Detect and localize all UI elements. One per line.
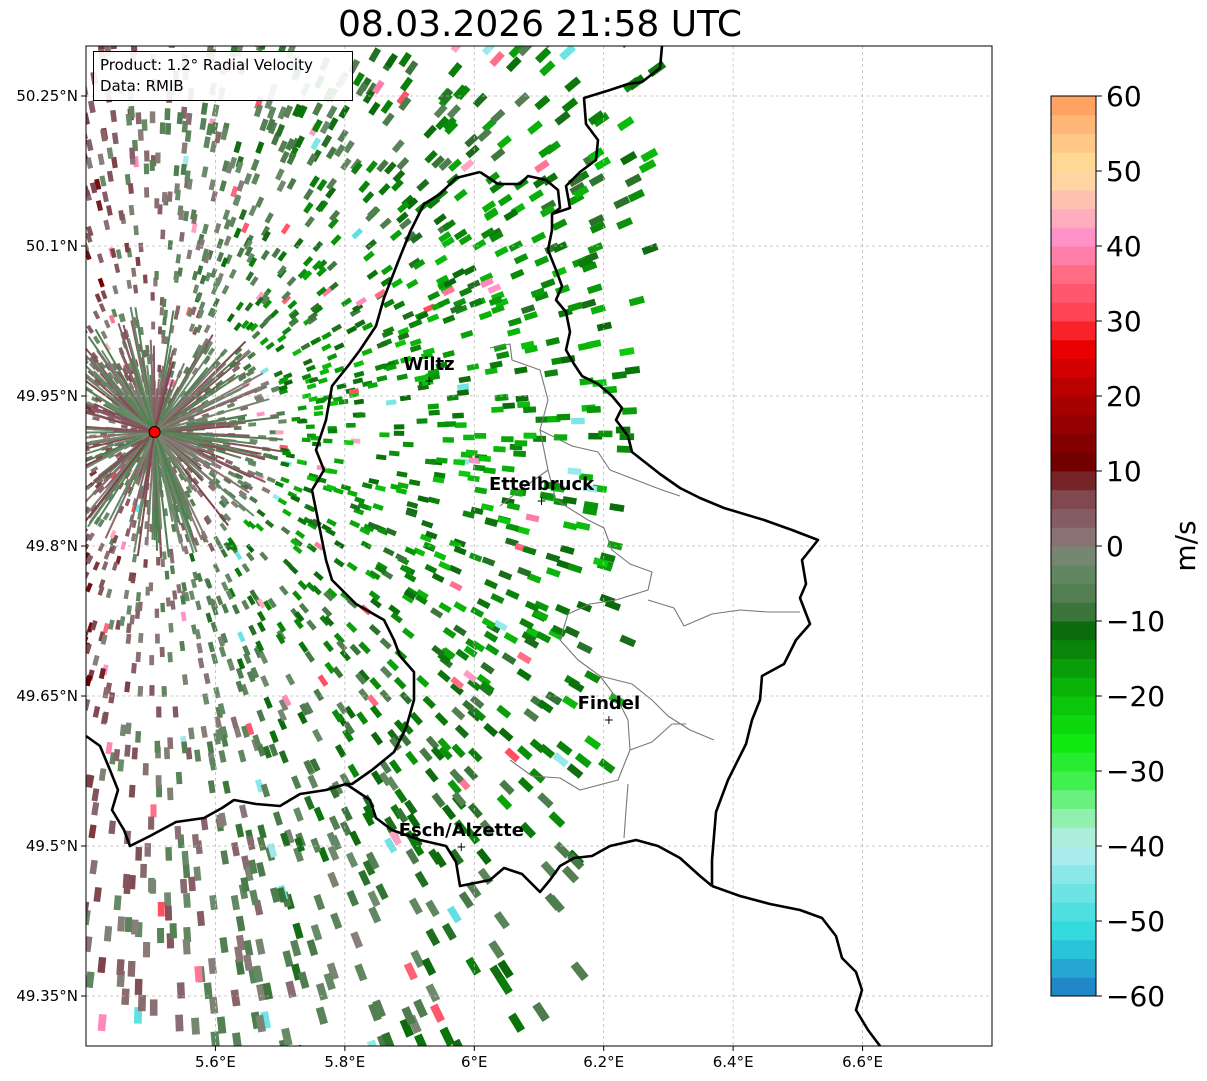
colorbar-segment xyxy=(1051,302,1096,322)
colorbar-segment xyxy=(1051,171,1096,191)
luxembourg-germany-border xyxy=(546,45,820,886)
colorbar-segment xyxy=(1051,377,1096,397)
lat-tick-label: 50.25°N xyxy=(16,87,78,105)
colorbar-tick-label: −10 xyxy=(1106,605,1165,638)
colorbar-segment xyxy=(1051,508,1096,528)
colorbar-tick-label: 50 xyxy=(1106,155,1142,188)
colorbar-segment xyxy=(1051,358,1096,378)
info-box: Product: 1.2° Radial Velocity Data: RMIB xyxy=(93,51,353,101)
colorbar-segment xyxy=(1051,864,1096,884)
colorbar-segments xyxy=(1051,96,1096,997)
colorbar-tick-label: 20 xyxy=(1106,380,1142,413)
colorbar-segment xyxy=(1051,189,1096,209)
city-label-findel: Findel xyxy=(578,693,641,714)
colorbar-tick-label: 10 xyxy=(1106,455,1142,488)
colorbar-tick-label: 60 xyxy=(1106,80,1142,113)
colorbar-segment xyxy=(1051,977,1096,997)
colorbar-segment xyxy=(1051,227,1096,247)
colorbar-tick-label: 40 xyxy=(1106,230,1142,263)
colorbar-segment xyxy=(1051,471,1096,491)
colorbar-segment xyxy=(1051,939,1096,959)
lat-tick-label: 49.65°N xyxy=(16,687,78,705)
lat-tick-label: 49.35°N xyxy=(16,987,78,1005)
lon-tick-label: 5.8°E xyxy=(324,1053,365,1071)
colorbar-segment xyxy=(1051,921,1096,941)
colorbar-segment xyxy=(1051,752,1096,772)
colorbar-segment xyxy=(1051,396,1096,416)
colorbar-segment xyxy=(1051,339,1096,359)
lat-tick-label: 49.5°N xyxy=(26,837,78,855)
germany-france-border xyxy=(711,884,882,1047)
colorbar-segment xyxy=(1051,527,1096,547)
city-label-ettelbruck: Ettelbruck xyxy=(489,474,595,495)
colorbar-segment xyxy=(1051,846,1096,866)
colorbar-segment xyxy=(1051,546,1096,566)
colorbar-segment xyxy=(1051,789,1096,809)
colorbar-segment xyxy=(1051,958,1096,978)
city-marker-findel: + xyxy=(604,713,614,727)
colorbar-unit-label: m/s xyxy=(1169,520,1202,571)
lon-tick-label: 6.6°E xyxy=(842,1053,883,1071)
colorbar-tick-label: −50 xyxy=(1106,905,1165,938)
colorbar-segment xyxy=(1051,564,1096,584)
city-marker-ettelbruck: + xyxy=(537,494,547,508)
colorbar-segment xyxy=(1051,414,1096,434)
belgium-luxembourg-border xyxy=(310,170,562,786)
colorbar-segment xyxy=(1051,658,1096,678)
colorbar-segment xyxy=(1051,714,1096,734)
colorbar-segment xyxy=(1051,696,1096,716)
colorbar-segment xyxy=(1051,902,1096,922)
product-label: Product: 1.2° Radial Velocity xyxy=(100,56,313,74)
city-marker-wiltz: + xyxy=(424,374,434,388)
city-label-wiltz: Wiltz xyxy=(403,354,454,375)
colorbar-tick-label: −30 xyxy=(1106,755,1165,788)
map-title: 08.03.2026 21:58 UTC xyxy=(337,4,743,45)
canton-boundaries xyxy=(489,343,800,839)
colorbar-segment xyxy=(1051,733,1096,753)
city-marker-eschalzette: + xyxy=(456,840,466,854)
colorbar-segment xyxy=(1051,602,1096,622)
lon-tick-label: 5.6°E xyxy=(195,1053,236,1071)
colorbar-segment xyxy=(1051,321,1096,341)
colorbar-segment xyxy=(1051,283,1096,303)
colorbar-segment xyxy=(1051,827,1096,847)
colorbar-segment xyxy=(1051,808,1096,828)
colorbar-tick-label: −20 xyxy=(1106,680,1165,713)
city-label-eschalzette: Esch/Alzette xyxy=(399,820,524,841)
colorbar-segment xyxy=(1051,639,1096,659)
lat-tick-label: 50.1°N xyxy=(26,237,78,255)
france-border xyxy=(85,734,713,894)
colorbar-tick-label: 30 xyxy=(1106,305,1142,338)
colorbar-segment xyxy=(1051,152,1096,172)
colorbar-segment xyxy=(1051,246,1096,266)
lon-tick-label: 6.2°E xyxy=(583,1053,624,1071)
colorbar-segment xyxy=(1051,452,1096,472)
colorbar-segment xyxy=(1051,583,1096,603)
colorbar-tick-label: 0 xyxy=(1106,530,1124,563)
borders xyxy=(85,45,882,1047)
colorbar-segment xyxy=(1051,133,1096,153)
colorbar-segment xyxy=(1051,114,1096,134)
lat-tick-label: 49.95°N xyxy=(16,387,78,405)
colorbar-segment xyxy=(1051,677,1096,697)
colorbar-segment xyxy=(1051,264,1096,284)
data-source-label: Data: RMIB xyxy=(100,77,184,95)
lon-tick-label: 6°E xyxy=(461,1053,488,1071)
colorbar-segment xyxy=(1051,771,1096,791)
colorbar-tick-label: −40 xyxy=(1106,830,1165,863)
colorbar-segment xyxy=(1051,96,1096,116)
colorbar-segment xyxy=(1051,621,1096,641)
colorbar-segment xyxy=(1051,883,1096,903)
lon-tick-label: 6.4°E xyxy=(713,1053,754,1071)
colorbar-segment xyxy=(1051,433,1096,453)
colorbar-tick-label: −60 xyxy=(1106,980,1165,1013)
colorbar-segment xyxy=(1051,208,1096,228)
radar-site-marker xyxy=(148,426,161,438)
colorbar-segment xyxy=(1051,489,1096,509)
lat-tick-label: 49.8°N xyxy=(26,537,78,555)
